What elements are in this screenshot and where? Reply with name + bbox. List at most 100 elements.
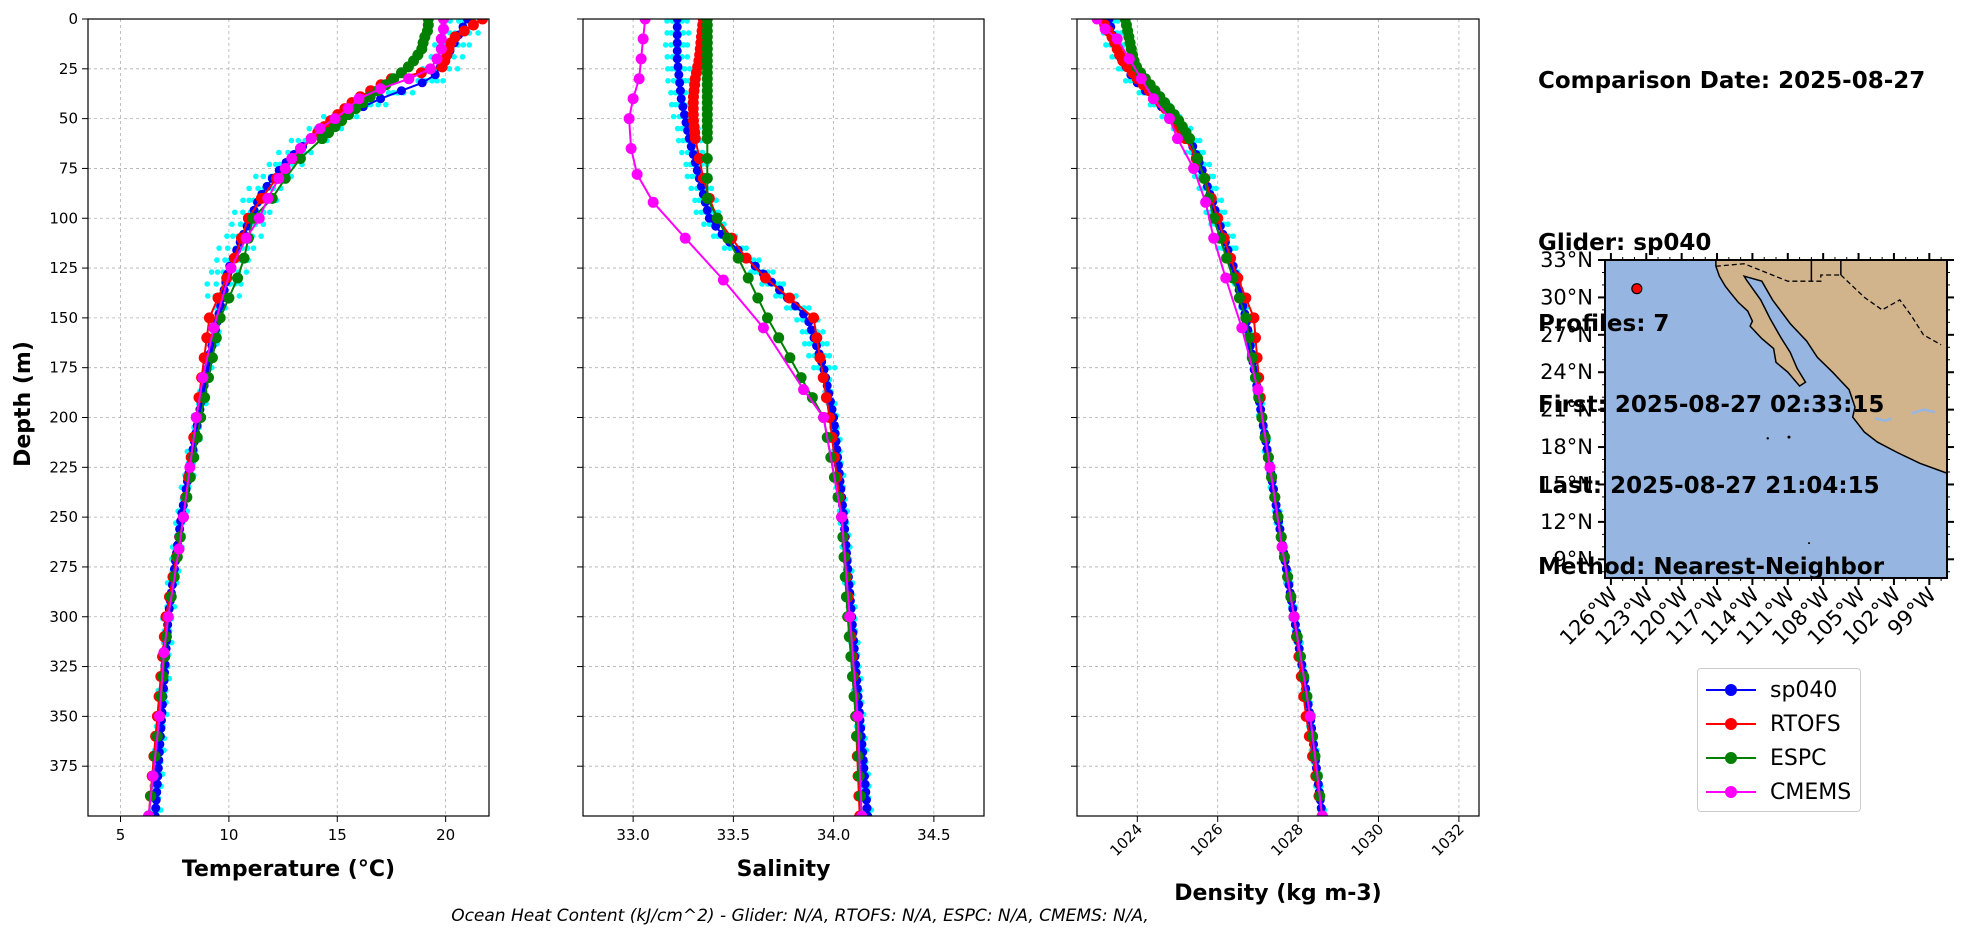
data-point-cmems (1276, 541, 1288, 553)
glider-profile-point (693, 209, 700, 216)
data-point-sp040 (151, 803, 161, 813)
data-point-cmems (818, 412, 830, 423)
data-point-cmems (154, 710, 166, 722)
x-tick-label: 33.5 (717, 826, 750, 844)
data-point-cmems (208, 322, 220, 334)
data-point-cmems (639, 19, 651, 25)
glider-profile-point (686, 66, 693, 72)
data-point-rtofs (759, 272, 771, 284)
y-tick-label: 375 (49, 757, 78, 775)
last-time: Last: 2025-08-27 21:04:15 (1538, 473, 1880, 499)
glider-profile-point (255, 185, 261, 192)
x-axis-label: Density (kg m-3) (1174, 881, 1382, 906)
data-point-cmems (435, 43, 447, 55)
glider-profile-point (475, 30, 481, 36)
map-lat-label: 12°N (1540, 510, 1593, 534)
glider-profile-point (1127, 77, 1134, 84)
glider-profile-point (1206, 161, 1213, 168)
data-point-rtofs (476, 19, 488, 25)
map-lat-label: 21°N (1540, 398, 1593, 422)
first-time: First: 2025-08-27 02:33:15 (1538, 392, 1885, 418)
glider-profile-point (1218, 197, 1225, 204)
data-point-cmems (437, 23, 449, 35)
glider-profile-point (689, 173, 695, 180)
data-point-cmems (852, 710, 864, 722)
glider-profile-point (692, 197, 698, 204)
map-lat-label: 27°N (1540, 323, 1593, 347)
glider-profile-point (750, 257, 757, 263)
ocean-heat-content-caption: Ocean Heat Content (kJ/cm^2) - Glider: N… (451, 906, 1149, 926)
glider-profile-point (1213, 185, 1219, 192)
data-point-sp040 (673, 62, 683, 72)
glider-profile-point (684, 42, 691, 48)
plot-area (623, 19, 875, 816)
glider-profile-point (1122, 77, 1129, 84)
data-point-cmems (147, 770, 159, 782)
glider-profile-point (776, 281, 783, 287)
glider-profile-point (240, 209, 246, 216)
glider-profile-point (258, 233, 264, 239)
y-tick-label: 150 (49, 309, 78, 327)
data-point-cmems (1163, 113, 1175, 125)
legend-swatch (1706, 680, 1756, 700)
glider-profile-point (668, 42, 674, 48)
data-point-espc (1221, 252, 1233, 264)
glider-profile-point (672, 101, 679, 108)
data-point-cmems (173, 543, 185, 555)
data-point-sp040 (711, 221, 721, 231)
glider-profile-point (409, 89, 416, 96)
legend-swatch (1706, 782, 1756, 802)
comparison-date: Comparison Date: 2025-08-27 (1538, 68, 1926, 94)
glider-profile-point (780, 281, 787, 287)
glider-profile-point (820, 329, 826, 335)
map-border-river (1840, 274, 1942, 346)
data-point-cmems (637, 33, 649, 45)
glider-profile-point (320, 113, 327, 120)
glider-profile-point (231, 209, 238, 216)
data-point-sp040 (859, 763, 869, 773)
legend-label: sp040 (1770, 677, 1838, 703)
y-tick-label: 225 (49, 458, 78, 476)
glider-profile-point (721, 245, 728, 251)
glider-profile-point (773, 293, 779, 299)
glider-profile-point (253, 173, 259, 180)
glider-profile-point (826, 352, 833, 359)
glider-profile-point (434, 77, 440, 84)
x-tick-label: 33.0 (616, 826, 649, 844)
glider-profile-point (229, 221, 235, 228)
glider-profile-point (680, 42, 687, 48)
glider-profile-point (801, 340, 808, 347)
legend-label: CMEMS (1770, 779, 1852, 805)
y-tick-label: 350 (49, 707, 78, 725)
data-point-rtofs (203, 312, 215, 324)
map-lat-label: 18°N (1540, 435, 1593, 459)
data-point-espc (806, 392, 818, 404)
x-tick-label: 1028 (1267, 820, 1307, 860)
data-point-cmems (279, 162, 291, 174)
data-point-espc (1198, 172, 1210, 184)
glider-profile-point (295, 137, 302, 144)
data-point-cmems (798, 384, 810, 396)
data-point-cmems (177, 511, 189, 523)
data-point-sp040 (672, 38, 682, 48)
data-point-cmems (190, 412, 202, 423)
glider-profile-point (710, 233, 717, 239)
y-tick-label: 275 (49, 558, 78, 576)
profile-count: Profiles: 7 (1538, 311, 1670, 337)
data-point-sp040 (376, 94, 386, 104)
glider-profile-point (432, 42, 438, 48)
data-point-sp040 (672, 46, 682, 56)
glider-profile-point (680, 30, 687, 36)
glider-profile-point (806, 352, 812, 359)
data-point-sp040 (153, 763, 163, 773)
map-lat-label: 30°N (1540, 285, 1593, 309)
data-point-cmems (679, 232, 691, 244)
data-point-sp040 (829, 420, 839, 430)
y-tick-label: 25 (59, 60, 78, 78)
glider-profile-point (266, 161, 273, 168)
y-tick-label: 325 (49, 658, 78, 676)
data-point-espc (843, 631, 855, 643)
data-point-sp040 (679, 110, 689, 120)
glider-profile-point (665, 66, 671, 72)
salinity-panel: 33.0 33.5 34.0 34.5 Salinity (577, 18, 985, 882)
